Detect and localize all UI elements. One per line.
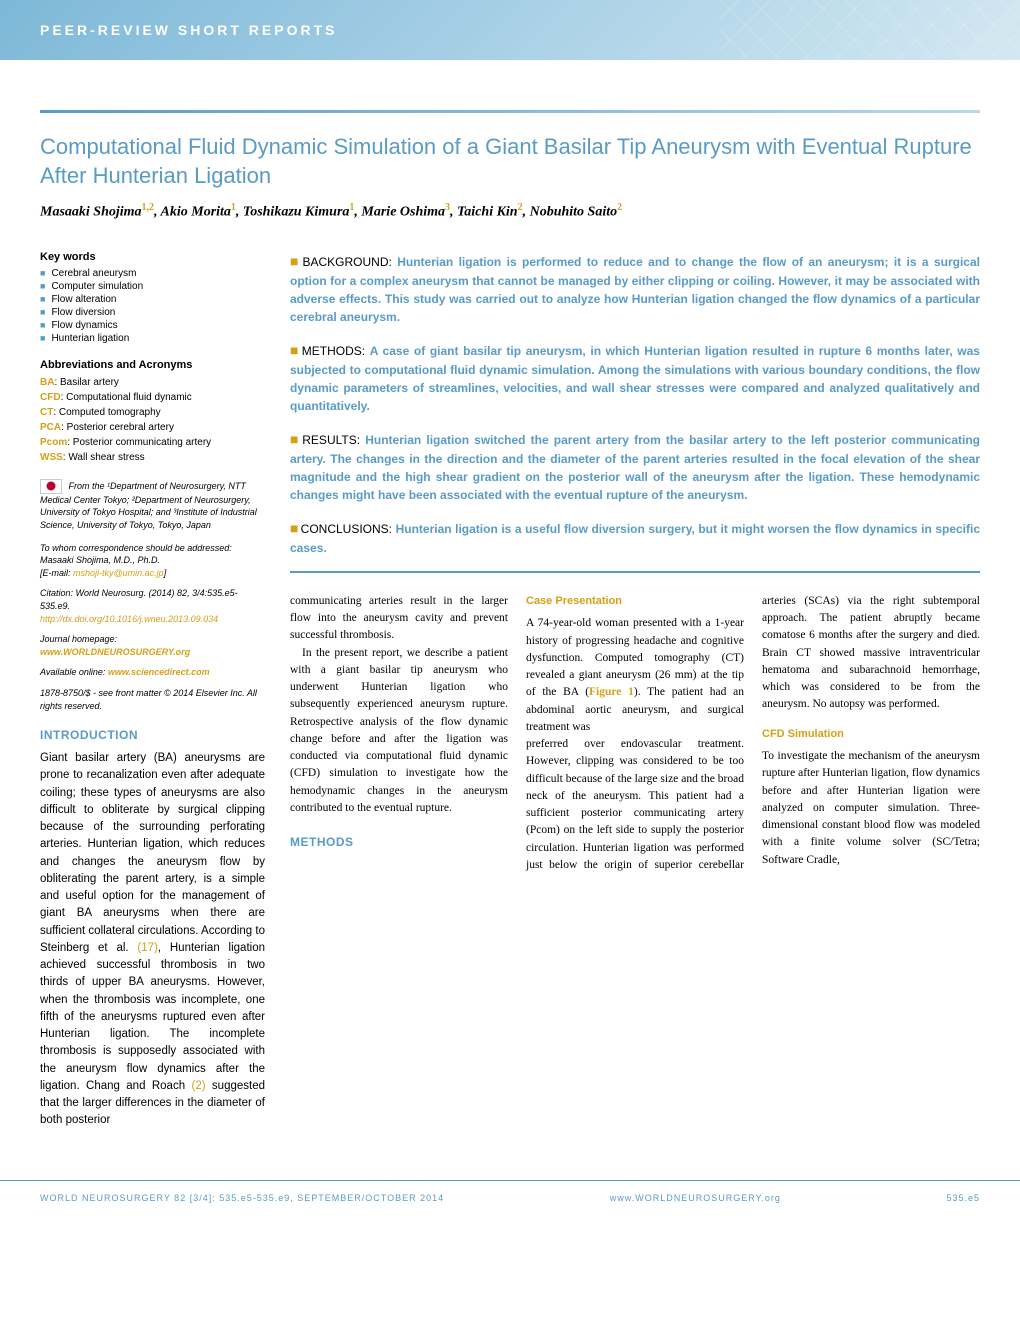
keyword-item: Cerebral aneurysm: [40, 267, 265, 280]
introduction-text: Giant basilar artery (BA) aneurysms are …: [40, 750, 265, 1130]
authors-line: Masaaki Shojima1,2, Akio Morita1, Toshik…: [40, 202, 980, 221]
keyword-list: Cerebral aneurysmComputer simulationFlow…: [40, 267, 265, 345]
corr-email-open: [E-mail:: [40, 568, 73, 578]
main-columns: ■BACKGROUND: Hunterian ligation is perfo…: [290, 251, 980, 1130]
bullet-icon: ■: [290, 253, 301, 269]
abbrev-item: CT: Computed tomography: [40, 405, 265, 420]
abbrev-item: PCA: Posterior cerebral artery: [40, 420, 265, 435]
methods-label: METHODS:: [302, 344, 365, 358]
online-label: Available online:: [40, 667, 108, 677]
case-presentation-heading: Case Presentation: [526, 593, 744, 610]
background-text: Hunterian ligation is performed to reduc…: [290, 255, 980, 324]
bullet-icon: ■: [290, 520, 299, 536]
keyword-item: Computer simulation: [40, 280, 265, 293]
bullet-icon: ■: [290, 342, 300, 358]
citation-text: Citation: World Neurosurg. (2014) 82, 3/…: [40, 587, 265, 612]
corr-name: Masaaki Shojima, M.D., Ph.D.: [40, 554, 265, 567]
abbrev-item: CFD: Computational fluid dynamic: [40, 390, 265, 405]
case-text: A 74-year-old woman presented with a 1-y…: [526, 615, 744, 736]
body-p2: In the present report, we describe a pat…: [290, 645, 508, 818]
bullet-icon: ■: [290, 431, 300, 447]
correspondence-block: To whom correspondence should be address…: [40, 542, 265, 580]
main-content: Computational Fluid Dynamic Simulation o…: [0, 60, 1020, 1150]
keyword-item: Flow diversion: [40, 306, 265, 319]
abstract-box: ■BACKGROUND: Hunterian ligation is perfo…: [290, 251, 980, 573]
homepage-block: Journal homepage: www.WORLDNEUROSURGERY.…: [40, 633, 265, 658]
abstract-methods: ■METHODS: A case of giant basilar tip an…: [290, 340, 980, 415]
homepage-link[interactable]: www.WORLDNEUROSURGERY.org: [40, 647, 190, 657]
keyword-item: Flow dynamics: [40, 319, 265, 332]
citation-block: Citation: World Neurosurg. (2014) 82, 3/…: [40, 587, 265, 625]
japan-flag-icon: [40, 479, 62, 494]
abstract-results: ■RESULTS: Hunterian ligation switched th…: [290, 429, 980, 504]
affiliation-text: From the ¹Department of Neurosurgery, NT…: [40, 481, 257, 530]
body-three-columns: communicating arteries result in the lar…: [290, 593, 980, 874]
title-rule: [40, 110, 980, 113]
abbrev-list: BA: Basilar arteryCFD: Computational flu…: [40, 375, 265, 465]
body-p1: communicating arteries result in the lar…: [290, 593, 508, 645]
cfd-simulation-heading: CFD Simulation: [762, 726, 980, 743]
online-block: Available online: www.sciencedirect.com: [40, 666, 265, 679]
abbrev-item: Pcom: Posterior communicating artery: [40, 435, 265, 450]
online-link[interactable]: www.sciencedirect.com: [108, 667, 210, 677]
cfd-text: To investigate the mechanism of the aneu…: [762, 748, 980, 869]
keyword-item: Flow alteration: [40, 293, 265, 306]
abbrev-item: BA: Basilar artery: [40, 375, 265, 390]
copyright-text: 1878-8750/$ - see front matter © 2014 El…: [40, 687, 265, 712]
banner-text: PEER-REVIEW SHORT REPORTS: [40, 22, 337, 38]
page-footer: WORLD NEUROSURGERY 82 [3/4]: 535.e5-535.…: [0, 1180, 1020, 1215]
corr-email-link[interactable]: mshoji-tky@umin.ac.jp: [73, 568, 164, 578]
affiliation-block: From the ¹Department of Neurosurgery, NT…: [40, 479, 265, 532]
doi-link[interactable]: http://dx.doi.org/10.1016/j.wneu.2013.09…: [40, 614, 218, 624]
homepage-label: Journal homepage:: [40, 634, 117, 644]
introduction-heading: INTRODUCTION: [40, 728, 265, 742]
keywords-heading: Key words: [40, 251, 265, 263]
abstract-conclusions: ■CONCLUSIONS: Hunterian ligation is a us…: [290, 518, 980, 557]
corr-label: To whom correspondence should be address…: [40, 542, 265, 555]
methods-text: A case of giant basilar tip aneurysm, in…: [290, 344, 980, 413]
article-title: Computational Fluid Dynamic Simulation o…: [40, 133, 980, 190]
results-label: RESULTS:: [302, 433, 360, 447]
footer-center: www.WORLDNEUROSURGERY.org: [610, 1193, 781, 1203]
keyword-item: Hunterian ligation: [40, 332, 265, 345]
results-text: Hunterian ligation switched the parent a…: [290, 433, 980, 502]
sidebar: Key words Cerebral aneurysmComputer simu…: [40, 251, 265, 1130]
content-columns: Key words Cerebral aneurysmComputer simu…: [40, 251, 980, 1130]
background-label: BACKGROUND:: [303, 255, 392, 269]
conclusions-label: CONCLUSIONS:: [301, 522, 392, 536]
footer-left: WORLD NEUROSURGERY 82 [3/4]: 535.e5-535.…: [40, 1193, 444, 1203]
methods-section-heading: METHODS: [290, 833, 508, 851]
footer-right: 535.e5: [946, 1193, 980, 1203]
abstract-background: ■BACKGROUND: Hunterian ligation is perfo…: [290, 251, 980, 326]
abstract-rule: [290, 571, 980, 573]
header-banner: PEER-REVIEW SHORT REPORTS: [0, 0, 1020, 60]
conclusions-text: Hunterian ligation is a useful flow dive…: [290, 522, 980, 555]
abbrev-item: WSS: Wall shear stress: [40, 450, 265, 465]
corr-email-close: ]: [164, 568, 167, 578]
abbrev-heading: Abbreviations and Acronyms: [40, 359, 265, 371]
